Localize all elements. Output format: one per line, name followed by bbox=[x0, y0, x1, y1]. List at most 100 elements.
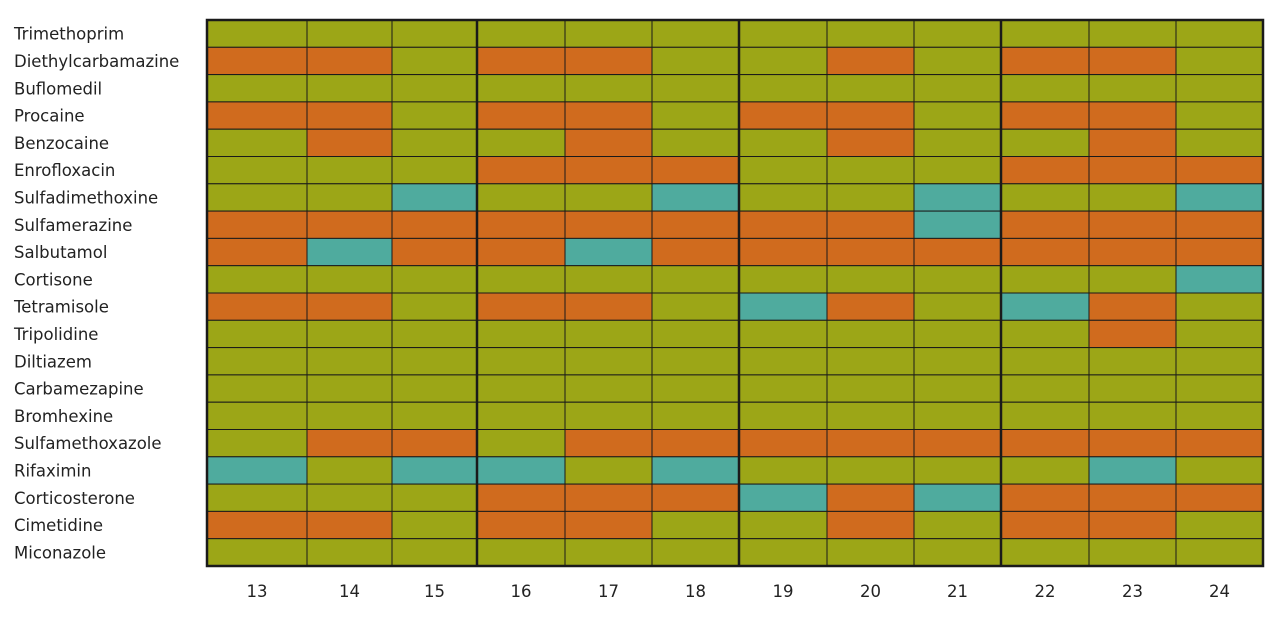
heatmap-cell bbox=[651, 101, 740, 130]
heatmap-cell bbox=[391, 19, 478, 48]
heatmap-cell bbox=[1088, 319, 1177, 349]
heatmap-cell bbox=[1088, 483, 1177, 512]
heatmap-cell bbox=[206, 156, 308, 185]
heatmap-cell bbox=[476, 128, 566, 157]
heatmap-cell bbox=[391, 456, 478, 485]
heatmap-cell bbox=[913, 401, 1002, 431]
heatmap-cell bbox=[206, 456, 308, 485]
column-label: 14 bbox=[339, 582, 360, 601]
heatmap-cell bbox=[1088, 101, 1177, 130]
heatmap-cell bbox=[206, 538, 308, 567]
heatmap-cell bbox=[913, 183, 1002, 212]
row-label: Procaine bbox=[14, 107, 85, 126]
heatmap-cell bbox=[206, 237, 308, 267]
heatmap-cell bbox=[1088, 19, 1177, 48]
heatmap-cell bbox=[206, 19, 308, 48]
heatmap-cell bbox=[1175, 265, 1264, 294]
heatmap-cell bbox=[1175, 319, 1264, 349]
heatmap-cell bbox=[651, 156, 740, 185]
heatmap-cell bbox=[651, 538, 740, 567]
heatmap-cell bbox=[651, 292, 740, 321]
heatmap-cell bbox=[651, 347, 740, 376]
heatmap-cell bbox=[476, 347, 566, 376]
heatmap-cell bbox=[738, 101, 828, 130]
heatmap-cell bbox=[476, 510, 566, 540]
heatmap-cell bbox=[1000, 237, 1090, 267]
heatmap-cells bbox=[206, 19, 1264, 567]
heatmap-cell bbox=[1088, 128, 1177, 157]
heatmap-cell bbox=[651, 237, 740, 267]
row-label: Miconazole bbox=[14, 543, 106, 562]
row-label: Carbamezapine bbox=[14, 380, 144, 399]
heatmap-cell bbox=[1175, 156, 1264, 185]
row-label: Tripolidine bbox=[13, 325, 98, 344]
heatmap-cell bbox=[826, 183, 915, 212]
column-labels: 13 14 15 16 17 18 19 20 21 22 23 24 bbox=[247, 582, 1231, 601]
heatmap-cell bbox=[206, 429, 308, 458]
heatmap-cell bbox=[206, 183, 308, 212]
heatmap-cell bbox=[306, 128, 393, 157]
heatmap-cell bbox=[1000, 456, 1090, 485]
heatmap-cell bbox=[826, 237, 915, 267]
row-label: Corticosterone bbox=[14, 489, 135, 508]
heatmap-cell bbox=[826, 19, 915, 48]
heatmap-cell bbox=[564, 265, 653, 294]
heatmap-cell bbox=[476, 210, 566, 239]
heatmap-cell bbox=[564, 483, 653, 512]
heatmap-cell bbox=[1175, 128, 1264, 157]
heatmap-cell bbox=[1175, 510, 1264, 540]
heatmap-cell bbox=[306, 538, 393, 567]
heatmap-cell bbox=[206, 46, 308, 76]
column-label: 20 bbox=[860, 582, 881, 601]
column-label: 15 bbox=[424, 582, 445, 601]
heatmap-cell bbox=[206, 265, 308, 294]
heatmap-cell bbox=[913, 538, 1002, 567]
heatmap-cell bbox=[913, 374, 1002, 403]
heatmap-cell bbox=[306, 319, 393, 349]
heatmap-cell bbox=[391, 237, 478, 267]
heatmap-cell bbox=[391, 46, 478, 76]
heatmap-cell bbox=[476, 429, 566, 458]
heatmap-cell bbox=[476, 46, 566, 76]
row-label: Bromhexine bbox=[14, 407, 113, 426]
heatmap-cell bbox=[826, 456, 915, 485]
row-label: Rifaximin bbox=[14, 461, 91, 480]
heatmap-cell bbox=[1088, 74, 1177, 103]
heatmap-cell bbox=[826, 374, 915, 403]
heatmap-cell bbox=[826, 347, 915, 376]
heatmap-cell bbox=[913, 483, 1002, 512]
heatmap-cell bbox=[913, 510, 1002, 540]
heatmap-cell bbox=[738, 347, 828, 376]
heatmap-cell bbox=[306, 237, 393, 267]
column-label: 18 bbox=[685, 582, 706, 601]
heatmap-cell bbox=[564, 46, 653, 76]
heatmap-cell bbox=[306, 210, 393, 239]
row-label: Cortisone bbox=[14, 270, 93, 289]
heatmap-cell bbox=[1000, 19, 1090, 48]
heatmap-cell bbox=[1175, 347, 1264, 376]
heatmap-cell bbox=[206, 510, 308, 540]
heatmap-cell bbox=[564, 74, 653, 103]
heatmap-cell bbox=[1000, 183, 1090, 212]
heatmap-cell bbox=[306, 347, 393, 376]
column-label: 23 bbox=[1122, 582, 1143, 601]
heatmap-cell bbox=[738, 183, 828, 212]
heatmap-cell bbox=[206, 292, 308, 321]
heatmap-cell bbox=[913, 101, 1002, 130]
heatmap-cell bbox=[1088, 401, 1177, 431]
heatmap-cell bbox=[826, 319, 915, 349]
heatmap-cell bbox=[564, 183, 653, 212]
heatmap-cell bbox=[651, 401, 740, 431]
heatmap-cell bbox=[913, 237, 1002, 267]
heatmap-cell bbox=[826, 265, 915, 294]
heatmap-cell bbox=[1000, 319, 1090, 349]
heatmap-cell bbox=[738, 319, 828, 349]
heatmap-cell bbox=[826, 128, 915, 157]
heatmap-cell bbox=[476, 319, 566, 349]
heatmap-cell bbox=[206, 347, 308, 376]
heatmap-cell bbox=[651, 483, 740, 512]
heatmap-grid bbox=[205, 18, 1265, 568]
heatmap-cell bbox=[1088, 46, 1177, 76]
column-label: 19 bbox=[773, 582, 794, 601]
column-label: 24 bbox=[1209, 582, 1230, 601]
